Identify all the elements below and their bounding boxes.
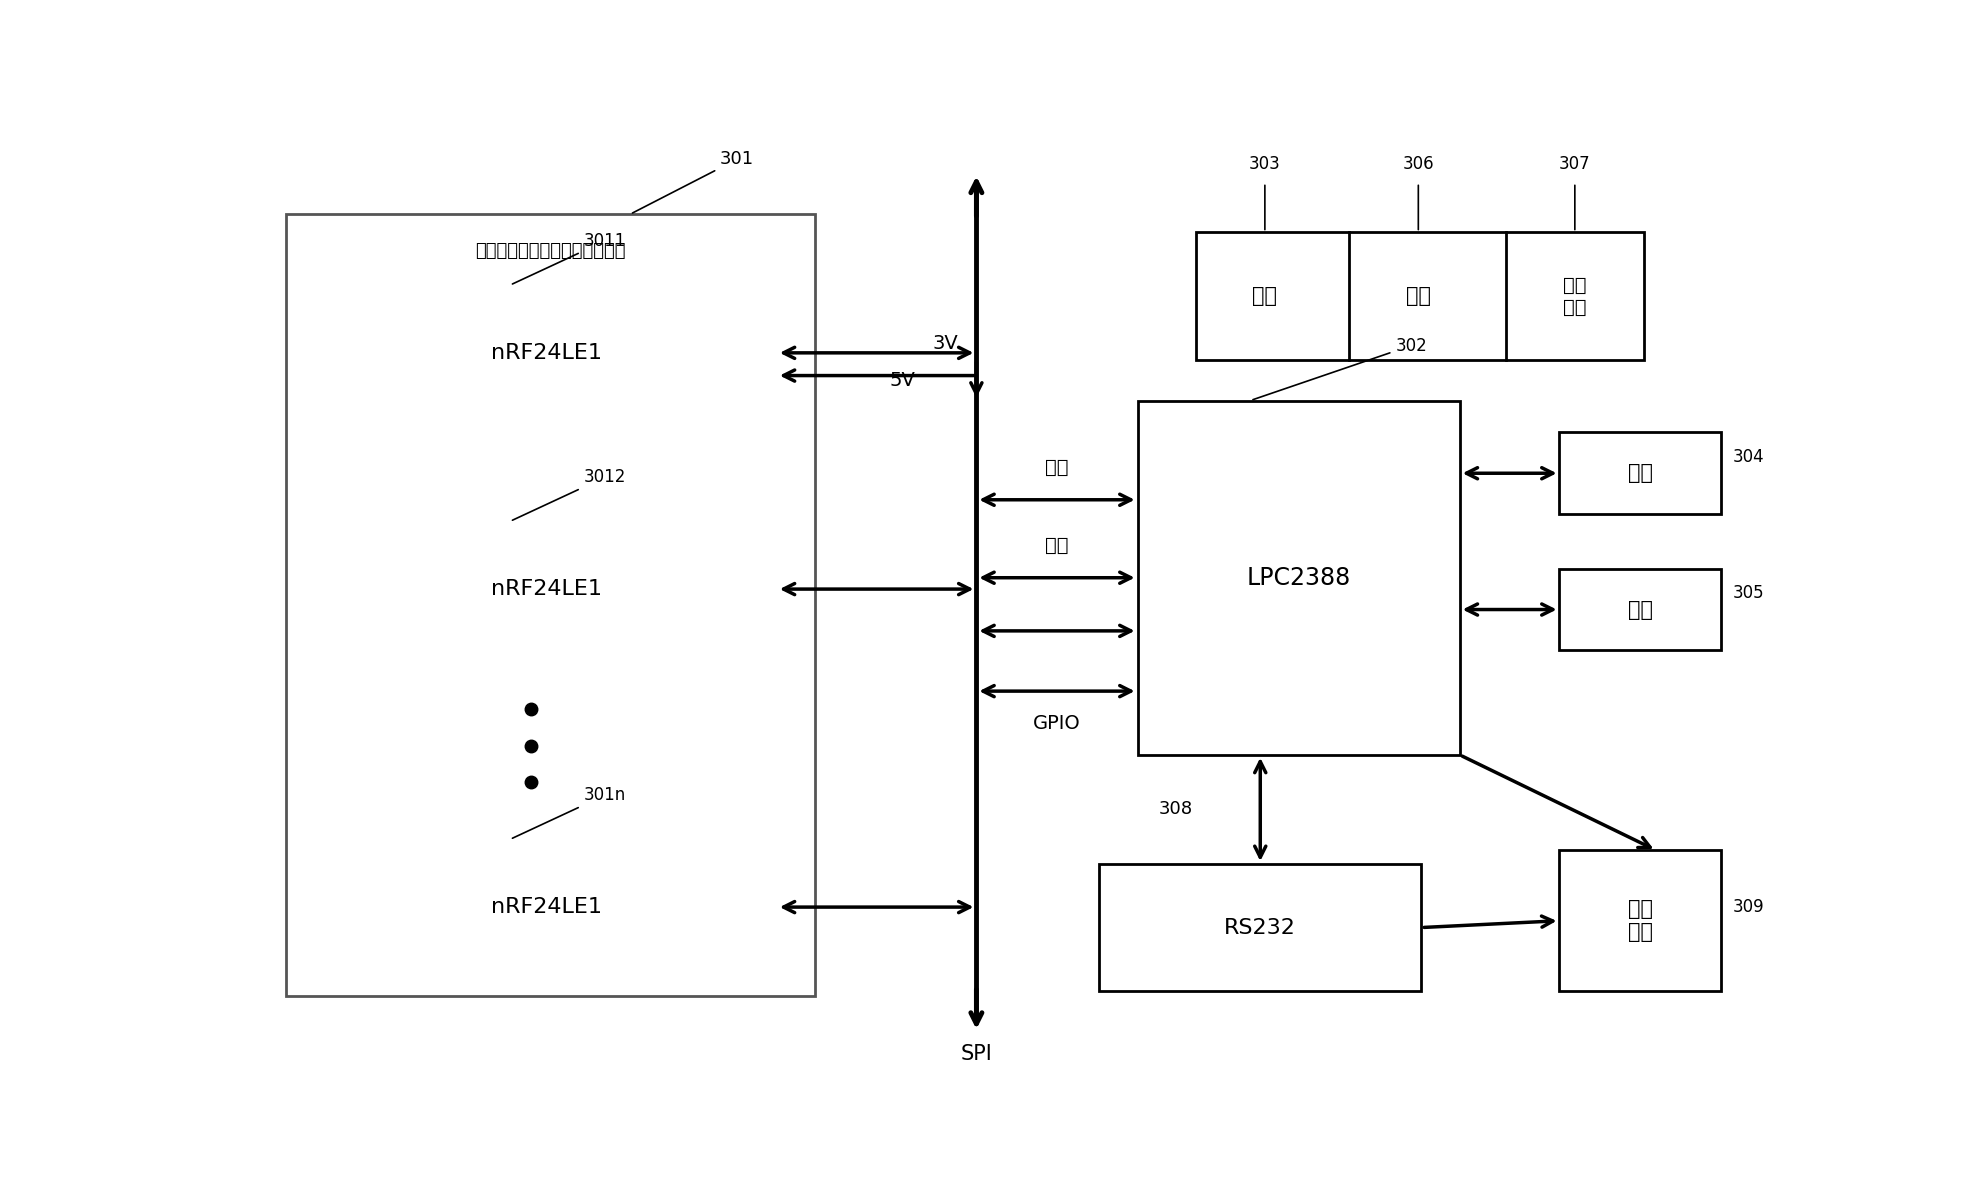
Text: 嵌入微控制器的射频收发单元组: 嵌入微控制器的射频收发单元组 bbox=[475, 242, 626, 260]
Bar bbox=[1099, 864, 1422, 991]
Bar bbox=[317, 841, 776, 973]
Bar bbox=[1560, 569, 1721, 650]
Text: 308: 308 bbox=[1158, 800, 1192, 819]
Bar bbox=[1196, 232, 1643, 360]
Text: 301n: 301n bbox=[513, 786, 626, 838]
Text: 主动: 主动 bbox=[1045, 458, 1069, 477]
Bar bbox=[1137, 400, 1459, 755]
Text: 3V: 3V bbox=[933, 334, 958, 353]
Text: nRF24LE1: nRF24LE1 bbox=[491, 343, 602, 362]
Text: 303: 303 bbox=[1249, 156, 1281, 173]
Text: 电源: 电源 bbox=[1253, 286, 1277, 306]
Text: RS232: RS232 bbox=[1224, 918, 1297, 938]
Text: 307: 307 bbox=[1558, 156, 1590, 173]
Text: 3011: 3011 bbox=[513, 232, 626, 284]
Text: nRF24LE1: nRF24LE1 bbox=[491, 897, 602, 917]
Bar bbox=[1560, 432, 1721, 514]
Text: 301: 301 bbox=[632, 150, 754, 214]
Bar bbox=[285, 215, 816, 996]
Text: LPC2388: LPC2388 bbox=[1247, 565, 1350, 590]
Text: 程序
烧写: 程序 烧写 bbox=[1562, 276, 1586, 316]
Text: 存储: 存储 bbox=[1628, 464, 1653, 484]
Text: 306: 306 bbox=[1402, 156, 1434, 173]
Text: 5V: 5V bbox=[889, 371, 915, 389]
Text: 3012: 3012 bbox=[513, 468, 626, 520]
Text: 复位: 复位 bbox=[1406, 286, 1432, 306]
Text: 305: 305 bbox=[1732, 584, 1764, 602]
Text: GPIO: GPIO bbox=[1034, 714, 1081, 733]
Bar bbox=[317, 523, 776, 655]
Text: 309: 309 bbox=[1732, 898, 1764, 916]
Text: nRF24LE1: nRF24LE1 bbox=[491, 579, 602, 599]
Bar bbox=[317, 287, 776, 419]
Text: 302: 302 bbox=[1253, 336, 1428, 400]
Text: 其它
外围: 其它 外围 bbox=[1628, 899, 1653, 943]
Bar bbox=[1560, 851, 1721, 991]
Text: 显示: 显示 bbox=[1628, 599, 1653, 620]
Text: SPI: SPI bbox=[960, 1044, 992, 1064]
Text: 被动: 被动 bbox=[1045, 536, 1069, 555]
Text: 304: 304 bbox=[1732, 448, 1764, 466]
